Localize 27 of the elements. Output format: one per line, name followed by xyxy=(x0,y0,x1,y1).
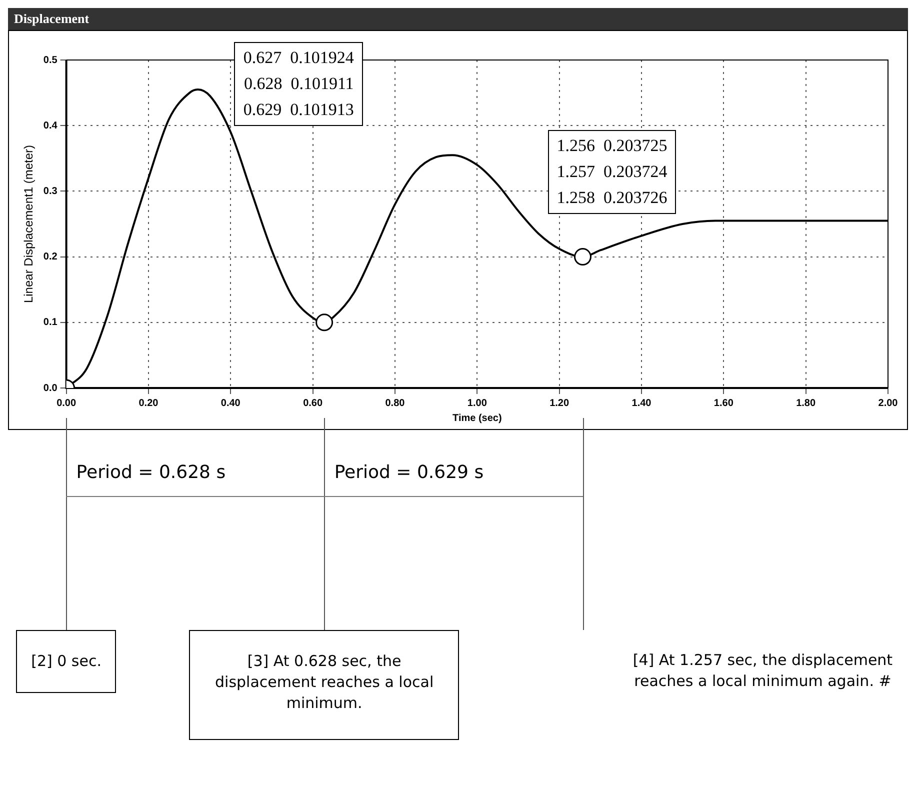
x-tick-label: 0.80 xyxy=(385,398,406,409)
x-tick-label: 1.80 xyxy=(796,398,816,409)
chart-title: Displacement xyxy=(8,8,908,30)
y-tick-label: 0.3 xyxy=(43,186,58,197)
y-tick-label: 0.5 xyxy=(43,54,58,66)
x-tick-label: 0.20 xyxy=(138,398,159,409)
x-tick-label: 0.40 xyxy=(220,398,241,409)
y-axis-title: Linear Displacement1 (meter) xyxy=(22,144,36,304)
y-tick-label: 0.2 xyxy=(43,252,58,263)
x-tick-label: 2.00 xyxy=(878,398,898,409)
y-tick-label: 0.4 xyxy=(43,120,58,132)
y-tick-label: 0.0 xyxy=(43,382,58,394)
text: [3] At 0.628 sec, the displacement reaches a local minimum. xyxy=(189,630,460,740)
x-tick-label: 1.40 xyxy=(632,398,652,409)
annotation: 1.256 0.203725 1.257 0.203724 1.258 0.203726 xyxy=(548,130,676,214)
x-tick-label: 1.20 xyxy=(550,398,570,409)
text: [2] 0 sec. xyxy=(16,630,116,693)
x-tick-label: 0.60 xyxy=(303,398,323,409)
x-tick-label: 0.00 xyxy=(56,398,76,409)
text: [4] At 1.257 sec, the displacement reaches a local minimum again. # xyxy=(622,630,903,740)
annotation: 0.627 0.101924 0.628 0.101911 0.629 0.101913 xyxy=(234,42,363,126)
text: Period = 0.629 s xyxy=(334,462,484,483)
x-tick-label: 1.00 xyxy=(467,398,488,409)
x-axis-title: Time (sec) xyxy=(452,412,502,424)
text: Period = 0.628 s xyxy=(76,462,226,483)
x-tick-label: 1.60 xyxy=(714,398,734,409)
y-tick-label: 0.1 xyxy=(43,317,58,328)
